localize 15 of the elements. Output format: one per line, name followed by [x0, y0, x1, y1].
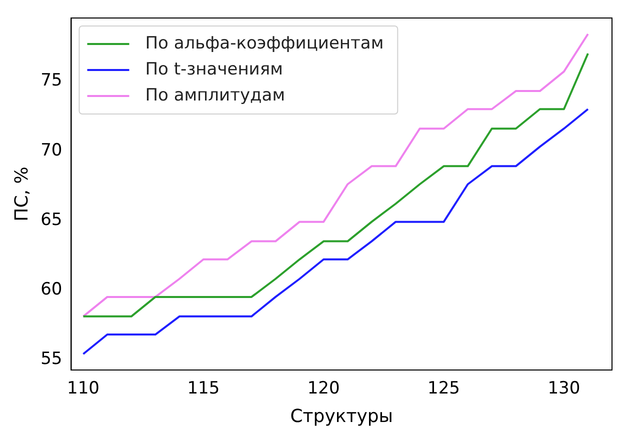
legend-label: По амплитудам — [145, 85, 286, 106]
y-tick-label: 75 — [40, 70, 62, 91]
legend-label: По альфа-коэффициентам — [145, 33, 384, 54]
y-tick-label: 55 — [40, 348, 62, 369]
y-axis-title: ПС, % — [11, 166, 32, 222]
y-tick-label: 60 — [40, 279, 62, 300]
x-tick-label: 110 — [67, 378, 100, 399]
x-tick-label: 125 — [428, 378, 460, 399]
x-axis-title: Структуры — [290, 406, 394, 427]
y-tick-label: 65 — [40, 210, 62, 230]
y-tick-label: 70 — [40, 140, 62, 160]
x-tick-label: 115 — [187, 378, 220, 399]
x-tick-label: 130 — [548, 378, 580, 399]
x-tick-label: 120 — [307, 378, 340, 399]
legend-label: По t-значениям — [145, 59, 283, 80]
